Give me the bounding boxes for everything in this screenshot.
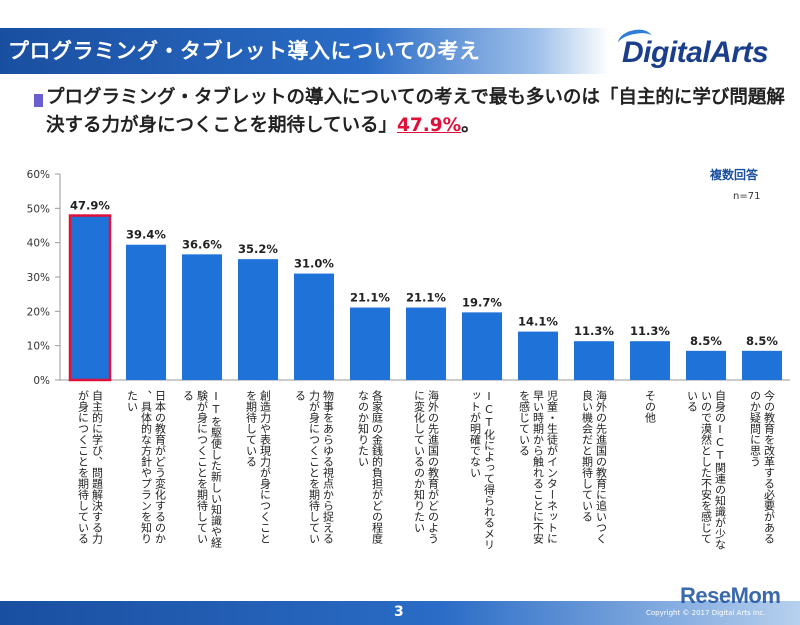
resemom-watermark: ReseMom: [680, 583, 781, 608]
bar: [238, 259, 278, 380]
category-label: が身につくことを期待している: [77, 390, 90, 544]
y-tick-label: 20%: [27, 306, 50, 318]
bar-value-label: 11.3%: [574, 324, 614, 338]
category-label: に変化しているのか知りたい: [413, 390, 426, 533]
y-tick-label: 50%: [27, 203, 50, 215]
category-label: 自身のICT関連の知識が少な: [714, 390, 727, 550]
category-label: 力が身につくことを期待してい: [308, 390, 321, 544]
bar: [574, 341, 614, 380]
multi-answer-note: 複数回答: [710, 168, 759, 182]
bar-value-label: 19.7%: [462, 295, 502, 309]
category-label: 創造力や表現力が身につくこと: [259, 389, 272, 544]
category-label: ットが明確でない: [469, 390, 482, 478]
bar: [742, 350, 782, 380]
title-band: [0, 28, 610, 74]
category-label: を期待している: [245, 390, 258, 467]
y-tick-label: 40%: [27, 238, 50, 250]
bar-value-label: 21.1%: [350, 291, 390, 305]
y-tick-label: 10%: [27, 341, 50, 353]
category-label: のか疑問に思う: [749, 390, 762, 467]
category-label: 海外の先進国の教育に追いつく: [595, 389, 608, 544]
category-label: ICT化によって得られるメリ: [483, 390, 496, 550]
bar-value-label: 36.6%: [182, 237, 222, 251]
bullet-square-icon: [34, 94, 43, 107]
category-label: る: [182, 390, 195, 401]
category-label: たい: [126, 390, 139, 412]
bar-value-label: 14.1%: [518, 315, 558, 329]
category-label: 、具体的な方針やプランを知り: [140, 390, 153, 544]
y-tick-label: 0%: [33, 375, 50, 387]
bar: [686, 350, 726, 380]
sample-size-note: n=71: [733, 191, 761, 202]
bar: [462, 312, 502, 380]
bar-value-label: 35.2%: [238, 242, 278, 256]
bar-value-label: 31.0%: [294, 257, 334, 271]
category-label: 早い時期から触れることに不安: [532, 390, 545, 545]
category-label: 自主的に学び、問題解決する力: [91, 390, 104, 544]
category-label: その他: [644, 390, 657, 423]
bar: [518, 331, 558, 380]
summary-end: 。: [461, 115, 480, 136]
summary-text: プログラミング・タブレットの導入についての考えで最も多いのは「自主的に学び問題解…: [46, 87, 785, 136]
bar-value-label: 39.4%: [126, 228, 166, 242]
category-label: 今の教育を改革する必要がある: [763, 389, 776, 544]
bar-value-label: 8.5%: [690, 334, 722, 348]
bar: [182, 254, 222, 380]
category-label: いので漠然とした不安を感じて: [700, 390, 713, 544]
category-label: 良い機会だと期待している: [581, 389, 594, 522]
copyright-text: Copyright © 2017 Digital Arts Inc.: [646, 609, 766, 617]
category-label: 験が身につくことを期待してい: [196, 389, 209, 544]
summary-statement: プログラミング・タブレットの導入についての考えで最も多いのは「自主的に学び問題解…: [46, 84, 786, 140]
bar: [68, 214, 112, 382]
page-number: 3: [394, 604, 404, 620]
y-tick-label: 60%: [27, 169, 50, 181]
bar: [294, 273, 334, 380]
bar-value-label: 11.3%: [630, 324, 670, 338]
bar: [406, 307, 446, 380]
company-logo: DigitalArts: [622, 36, 769, 69]
category-label: を感じている: [518, 390, 531, 456]
bar-value-label: 21.1%: [406, 291, 446, 305]
bar-value-label: 47.9%: [70, 199, 110, 213]
category-label: 児童・生徒がインターネットに: [546, 390, 559, 544]
category-label: る: [294, 390, 307, 401]
bar-chart: 0% 10% 20% 30% 40% 50% 60% 47.9% 自主的に学び、問題解決する力が…: [27, 169, 790, 550]
bar: [350, 307, 390, 380]
bar-value-label: 8.5%: [746, 334, 778, 348]
category-label: ITを駆使した新しい知識や経: [210, 390, 223, 548]
bar: [126, 244, 166, 380]
category-label: いる: [686, 390, 699, 412]
category-label: 各家庭の金銭的負担がどの程度: [371, 389, 384, 545]
category-label: 海外の先進国の教育がどのよう: [427, 389, 440, 544]
y-tick-label: 30%: [27, 272, 50, 284]
category-label: 物事をあらゆる視点から捉える: [322, 389, 335, 544]
bar: [630, 341, 670, 380]
page-title: プログラミング・タブレット導入についての考え: [8, 39, 481, 63]
category-label: 日本の教育がどう変化するのか: [154, 390, 167, 544]
summary-highlight: 47.9%: [396, 115, 462, 136]
footer-bar: [0, 601, 800, 625]
category-label: なのか知りたい: [357, 390, 370, 467]
